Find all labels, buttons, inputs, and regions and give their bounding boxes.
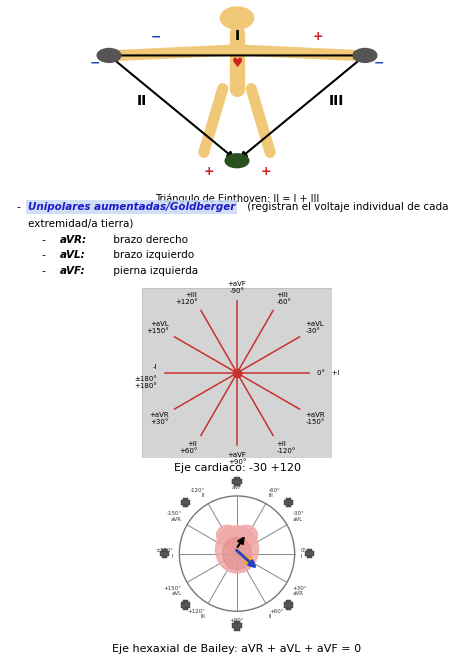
Text: brazo derecho: brazo derecho [109, 235, 188, 245]
Text: I: I [235, 29, 239, 43]
Text: 0°   +I: 0° +I [317, 370, 340, 376]
Text: +aVL
+150°: +aVL +150° [146, 320, 169, 334]
FancyBboxPatch shape [286, 498, 291, 507]
Text: aVR:: aVR: [60, 235, 87, 245]
Text: Triángulo de Einthoven: II = I + III: Triángulo de Einthoven: II = I + III [155, 194, 319, 204]
Text: -: - [41, 235, 46, 245]
Circle shape [97, 48, 121, 62]
Ellipse shape [220, 7, 254, 29]
Text: −: − [151, 30, 162, 43]
Text: +aVR
+30°: +aVR +30° [149, 412, 169, 425]
Text: +90°
aVF: +90° aVF [230, 617, 244, 628]
Text: +: + [203, 165, 214, 177]
Text: -: - [41, 266, 46, 276]
Text: -30°
aVL: -30° aVL [292, 511, 304, 522]
Text: +II
+60°: +II +60° [179, 441, 198, 454]
Text: +aVF
-90°: +aVF -90° [228, 281, 246, 294]
FancyBboxPatch shape [162, 549, 167, 558]
Ellipse shape [216, 526, 258, 573]
Text: +aVL
-30°: +aVL -30° [305, 320, 324, 334]
FancyBboxPatch shape [286, 600, 291, 609]
Text: +60°
II: +60° II [269, 609, 283, 619]
Text: Eje cardiaco: -30 +120: Eje cardiaco: -30 +120 [173, 464, 301, 473]
FancyBboxPatch shape [235, 477, 239, 486]
Text: Unipolares aumentadas/Goldberger: Unipolares aumentadas/Goldberger [27, 202, 235, 212]
Text: −: − [374, 56, 384, 70]
FancyBboxPatch shape [142, 288, 332, 458]
Text: -: - [16, 202, 20, 212]
Text: Eje hexaxial de Bailey: aVR + aVL + aVF = 0: Eje hexaxial de Bailey: aVR + aVL + aVF … [112, 644, 362, 654]
Text: II: II [137, 94, 147, 108]
Text: extremidad/a tierra): extremidad/a tierra) [27, 218, 133, 228]
FancyBboxPatch shape [181, 500, 190, 505]
Text: -90°
aVF: -90° aVF [231, 479, 243, 490]
Text: +aVF
+90°: +aVF +90° [228, 452, 246, 465]
FancyBboxPatch shape [284, 500, 293, 505]
FancyBboxPatch shape [181, 602, 190, 607]
Text: ±180°
I: ±180° I [155, 549, 173, 559]
FancyBboxPatch shape [305, 551, 314, 556]
Text: +: + [260, 165, 271, 177]
Text: −: − [90, 56, 100, 70]
Circle shape [225, 154, 249, 168]
Text: +III
+120°: +III +120° [175, 292, 198, 305]
Text: +120°
III: +120° III [187, 609, 205, 619]
Text: aVF:: aVF: [60, 266, 85, 276]
Ellipse shape [223, 537, 251, 570]
Text: brazo izquierdo: brazo izquierdo [109, 250, 194, 260]
Text: +II
-120°: +II -120° [276, 441, 296, 454]
Text: (registran el voltaje individual de cada: (registran el voltaje individual de cada [244, 202, 448, 212]
Text: +30°
aVR: +30° aVR [292, 585, 307, 596]
Ellipse shape [217, 525, 238, 545]
Text: aVL:: aVL: [60, 250, 85, 260]
Text: pierna izquierda: pierna izquierda [109, 266, 198, 276]
Text: -120°
II: -120° II [190, 488, 205, 498]
Text: -I: -I [153, 364, 157, 370]
Text: 0°
I: 0° I [301, 549, 307, 559]
FancyBboxPatch shape [160, 551, 169, 556]
FancyBboxPatch shape [232, 624, 242, 628]
Text: ±180°
+180°: ±180° +180° [134, 376, 157, 389]
Text: ♥: ♥ [231, 58, 243, 70]
FancyBboxPatch shape [235, 622, 239, 630]
FancyBboxPatch shape [183, 498, 188, 507]
Text: +III
-60°: +III -60° [276, 292, 292, 305]
FancyBboxPatch shape [232, 479, 242, 484]
Ellipse shape [236, 525, 257, 545]
FancyBboxPatch shape [183, 600, 188, 609]
Text: +150°
aVL: +150° aVL [164, 585, 182, 596]
Text: -150°
aVR: -150° aVR [166, 511, 182, 522]
Text: -: - [41, 250, 46, 260]
Circle shape [353, 48, 377, 62]
Text: -60°
III: -60° III [269, 488, 281, 498]
FancyBboxPatch shape [307, 549, 312, 558]
FancyBboxPatch shape [284, 602, 293, 607]
Text: III: III [329, 94, 344, 108]
Text: +: + [312, 30, 323, 43]
Text: +aVR
-150°: +aVR -150° [305, 412, 325, 425]
